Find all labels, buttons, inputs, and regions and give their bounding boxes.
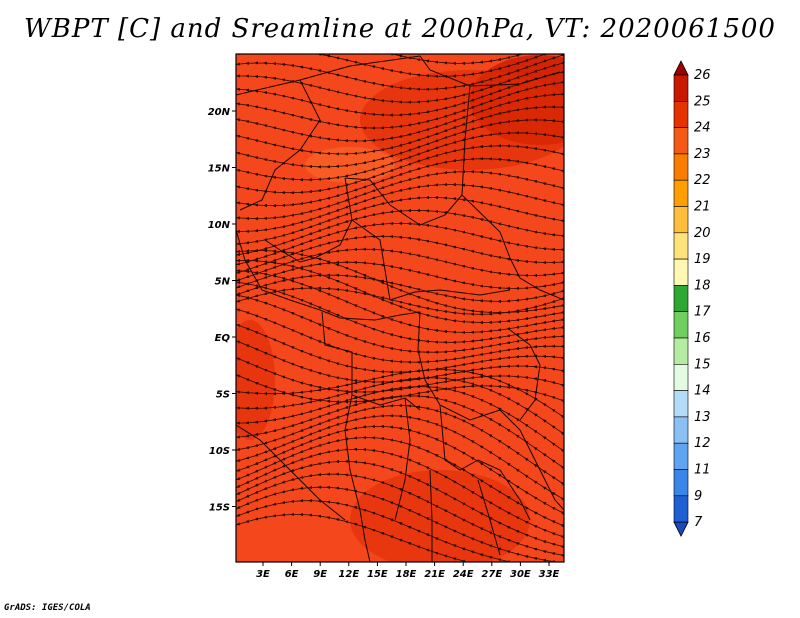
colorbar-swatch: [673, 363, 689, 391]
lon-tick-label: 12E: [338, 569, 359, 580]
colorbar-swatch: [673, 285, 689, 312]
colorbar-swatch: [673, 153, 689, 181]
lon-tick-label: 33E: [539, 569, 560, 580]
colorbar-swatch: [673, 101, 689, 128]
lat-tick-label: 15S: [209, 503, 230, 514]
lon-tick-label: 30E: [510, 569, 531, 580]
colorbar-label: 23: [694, 147, 711, 162]
colorbar: 26 25 24 23 22 21 20 19 18 17 16 15 14 13 12 11 9 7: [673, 60, 711, 537]
colorbar-label: 24: [694, 121, 711, 136]
longitude-axis: 3E 6E 9E 12E 15E 18E 21E 24E 27E 30E 33E: [256, 562, 560, 580]
colorbar-label: 26: [694, 68, 711, 83]
colorbar-label: 12: [694, 436, 711, 451]
colorbar-swatch: [673, 311, 689, 339]
colorbar-label: 25: [694, 94, 711, 109]
colorbar-swatch: [673, 127, 689, 155]
lat-tick-label: 15N: [208, 164, 231, 175]
colorbar-swatch: [673, 179, 689, 207]
colorbar-label: 18: [694, 278, 711, 293]
colorbar-bottom-arrow: [673, 521, 689, 537]
lon-tick-label: 3E: [256, 569, 270, 580]
colorbar-label: 16: [694, 331, 711, 346]
country-borders: [236, 55, 564, 562]
colorbar-swatch: [673, 495, 689, 523]
lon-tick-label: 21E: [424, 569, 445, 580]
colorbar-label: 15: [694, 357, 711, 372]
colorbar-top-arrow: [673, 60, 689, 76]
colorbar-swatch: [673, 469, 689, 497]
lon-tick-label: 6E: [285, 569, 299, 580]
colorbar-label: 22: [694, 173, 711, 188]
colorbar-swatch: [673, 337, 689, 365]
colorbar-label: 14: [694, 384, 711, 399]
colorbar-swatch: [673, 206, 689, 234]
colorbar-swatch: [673, 74, 689, 102]
lat-tick-label: EQ: [215, 333, 231, 344]
colorbar-label: 13: [694, 410, 711, 425]
wbpt-warm-region-s: [350, 470, 530, 562]
lat-tick-label: 20N: [208, 107, 231, 118]
lon-tick-label: 15E: [367, 569, 388, 580]
colorbar-label: 20: [694, 226, 711, 241]
streamlines: [236, 54, 564, 562]
grads-credit: GrADS: IGES/COLA: [4, 603, 91, 613]
map-frame: [235, 53, 565, 563]
colorbar-swatch: [673, 416, 689, 444]
lat-tick-label: 5N: [215, 277, 231, 288]
colorbar-label: 21: [694, 200, 711, 215]
colorbar-label: 11: [694, 463, 711, 478]
colorbar-label: 17: [694, 305, 711, 320]
colorbar-swatch: [673, 258, 689, 286]
latitude-axis: 20N 15N 10N 5N EQ 5S 10S 15S: [208, 107, 236, 514]
wbpt-shading: [236, 54, 564, 562]
lat-tick-label: 5S: [216, 390, 230, 401]
colorbar-label: 19: [694, 252, 711, 267]
lat-tick-label: 10N: [208, 220, 231, 231]
colorbar-swatch: [673, 442, 689, 470]
lon-tick-label: 24E: [453, 569, 474, 580]
streamline: [236, 512, 564, 562]
colorbar-label: 7: [694, 515, 703, 530]
map-plot-area: [235, 53, 565, 563]
lon-tick-label: 27E: [481, 569, 502, 580]
colorbar-swatch: [673, 390, 689, 418]
lon-tick-label: 18E: [396, 569, 417, 580]
colorbar-swatch: [673, 232, 689, 260]
lat-tick-label: 10S: [209, 446, 230, 457]
chart-title: WBPT [C] and Sreamline at 200hPa, VT: 20…: [24, 14, 776, 44]
colorbar-label: 9: [694, 489, 702, 504]
lon-tick-label: 9E: [313, 569, 327, 580]
